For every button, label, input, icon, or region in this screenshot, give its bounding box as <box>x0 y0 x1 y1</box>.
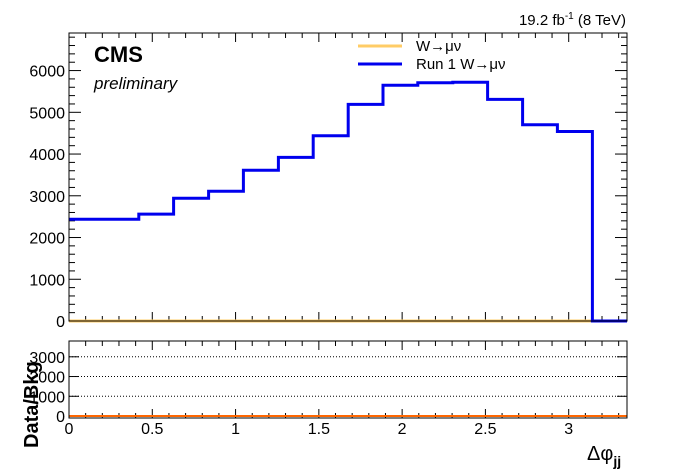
ratio-ytick-label: 0 <box>56 409 65 426</box>
ratio-frame <box>68 340 628 419</box>
main-ytick-label: 2000 <box>29 231 65 248</box>
x-tick-label: 3 <box>564 421 573 438</box>
main-panel: 0 1000 2000 3000 4000 5000 6000 CMS preliminar… <box>29 32 628 331</box>
main-ytick-label: 4000 <box>29 147 65 164</box>
x-tick-label: 1 <box>231 421 240 438</box>
ratio-ytick-label: 3000 <box>29 350 65 367</box>
ratio-ytick-label: 2000 <box>29 370 65 387</box>
main-ytick-label: 5000 <box>29 105 65 122</box>
series-run1-w-munu <box>69 80 627 323</box>
main-ytick-label: 3000 <box>29 189 65 206</box>
x-tick-label: 2 <box>398 421 407 438</box>
x-axis-label: Δφjj <box>587 443 621 469</box>
x-tick-label: 0 <box>65 421 74 438</box>
ratio-ytick-label: 1000 <box>29 389 65 406</box>
ratio-ylabel: Data/Bkg <box>21 361 43 448</box>
main-ytick-label: 1000 <box>29 272 65 289</box>
main-ytick-label: 6000 <box>29 64 65 81</box>
main-ytick-label: 0 <box>56 314 65 331</box>
x-tick-label: 0.5 <box>141 421 163 438</box>
main-frame <box>68 32 628 322</box>
legend-label-w: W→μν <box>416 38 461 55</box>
x-tick-label: 2.5 <box>474 421 496 438</box>
status-label: preliminary <box>93 74 179 93</box>
cms-label: CMS <box>94 42 143 67</box>
legend: W→μν Run 1 W→μν <box>358 38 506 73</box>
legend-label-run1: Run 1 W→μν <box>416 56 506 73</box>
x-tick-label: 1.5 <box>308 421 330 438</box>
lumi-label: 19.2 fb-1 (8 TeV) <box>519 11 626 29</box>
